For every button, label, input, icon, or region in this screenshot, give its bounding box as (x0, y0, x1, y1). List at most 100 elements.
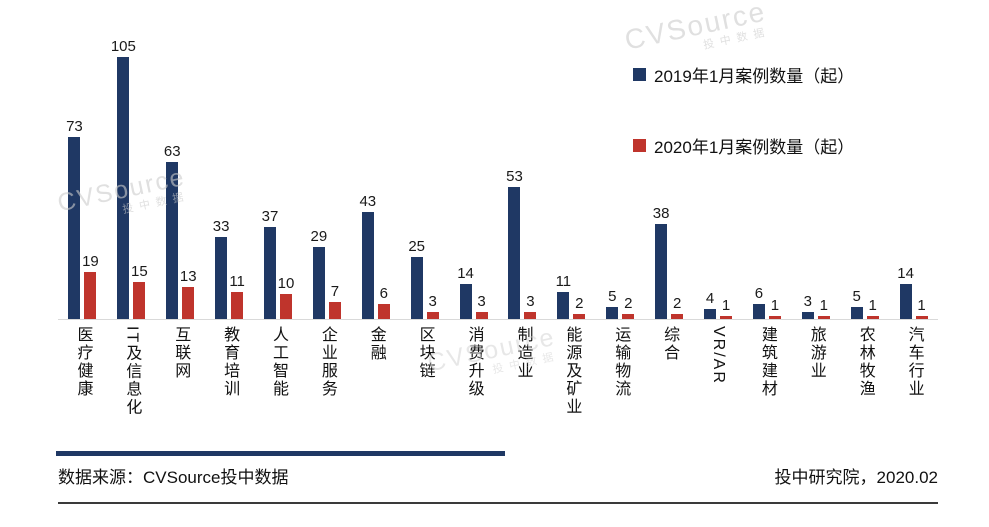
bar-2020 (768, 316, 781, 319)
category-group: 37 10 (254, 208, 303, 319)
bar-pair: 38 2 (653, 205, 684, 319)
bar-value-label: 43 (359, 192, 377, 210)
bar-pair: 63 13 (164, 143, 197, 319)
category-cell: 制造业 (498, 326, 547, 448)
plot-area: 73 19 105 15 63 13 33 11 37 10 29 7 43 6 25 3 14 3 53 3 11 2 5… (58, 20, 938, 320)
bar-2019 (166, 161, 179, 319)
category-label: 人工智能 (270, 326, 287, 398)
category-label: IT及信息化 (123, 326, 141, 417)
category-cell: 人工智能 (254, 326, 303, 448)
category-group: 38 2 (645, 205, 694, 319)
category-label: 旅游业 (807, 326, 825, 380)
bar-column: 105 (111, 38, 136, 319)
legend: 2019年1月案例数量（起） 2020年1月案例数量（起） (633, 62, 854, 158)
bar-value-label: 19 (82, 252, 99, 270)
bar-value-label: 2 (575, 295, 584, 312)
category-cell: 能源及矿业 (547, 326, 596, 448)
bar-column: 29 (311, 228, 327, 319)
source-underline (56, 451, 505, 456)
bar-2019 (361, 211, 374, 319)
bar-2019 (68, 136, 81, 319)
bar-2019 (117, 56, 130, 319)
bar-pair: 43 6 (359, 192, 390, 319)
category-cell: 建筑建材 (742, 326, 791, 448)
bar-value-label: 33 (212, 217, 230, 235)
bar-2020 (622, 314, 635, 319)
bar-column: 2 (671, 295, 684, 319)
category-label: 综合 (661, 326, 679, 362)
bar-pair: 37 10 (262, 208, 294, 319)
bar-column: 11 (555, 272, 572, 319)
bar-value-label: 73 (66, 117, 83, 135)
category-label: 互联网 (172, 326, 190, 380)
bar-value-label: 3 (526, 292, 535, 310)
footer: 数据来源：CVSource投中数据 投中研究院，2020.02 (58, 463, 938, 488)
category-cell: 医疗健康 (58, 326, 107, 448)
category-label: 金融 (367, 326, 385, 362)
legend-swatch-icon (633, 68, 646, 81)
bar-column: 37 (262, 208, 278, 319)
bar-2020 (328, 301, 341, 319)
bar-2020 (231, 291, 244, 319)
bar-column: 43 (359, 192, 377, 319)
bar-column: 3 (524, 292, 537, 319)
bar-value-label: 6 (379, 285, 388, 302)
bar-2020 (133, 281, 146, 319)
bar-2020 (817, 316, 830, 319)
bar-value-label: 11 (229, 272, 245, 290)
bar-2019 (264, 226, 276, 319)
category-group: 33 11 (205, 217, 254, 319)
bar-value-label: 25 (408, 237, 426, 255)
legend-item: 2020年1月案例数量（起） (633, 133, 854, 158)
category-cell: 农林牧渔 (840, 326, 889, 448)
bar-value-label: 7 (330, 282, 340, 300)
bar-value-label: 105 (110, 37, 136, 55)
bar-column: 13 (180, 268, 197, 319)
bar-pair: 11 2 (555, 272, 586, 319)
bar-value-label: 2 (672, 295, 682, 312)
bar-value-label: 11 (555, 272, 572, 290)
bar-column: 1 (817, 297, 830, 319)
bar-value-label: 1 (819, 297, 828, 314)
bar-value-label: 2 (624, 295, 633, 312)
bar-column: 6 (752, 285, 765, 319)
bar-column: 4 (704, 290, 717, 319)
bar-column: 6 (377, 285, 390, 319)
category-group: 14 3 (449, 265, 498, 319)
bar-column: 5 (606, 288, 619, 319)
bar-2019 (850, 306, 863, 319)
category-label: 能源及矿业 (563, 326, 581, 416)
bar-2020 (524, 311, 537, 319)
bar-2019 (606, 306, 619, 319)
category-cell: VR/AR (694, 326, 743, 448)
bar-value-label: 14 (897, 265, 914, 282)
category-label: 运输物流 (612, 326, 630, 398)
category-cell: 企业服务 (302, 326, 351, 448)
bar-2019 (459, 284, 472, 319)
bar-2020 (915, 316, 928, 319)
bar-column: 7 (328, 282, 341, 319)
bar-column: 3 (475, 293, 488, 319)
category-cell: 运输物流 (596, 326, 645, 448)
bar-column: 3 (426, 292, 439, 319)
bar-column: 73 (66, 117, 83, 319)
bar-column: 1 (915, 297, 928, 319)
category-group: 11 2 (547, 272, 596, 319)
bar-value-label: 1 (721, 297, 731, 314)
bar-2020 (720, 316, 733, 319)
bar-pair: 33 11 (212, 217, 245, 319)
bar-value-label: 14 (457, 265, 474, 282)
category-cell: 旅游业 (791, 326, 840, 448)
bar-column: 14 (897, 265, 914, 319)
bar-2019 (704, 309, 717, 319)
bar-2020 (866, 316, 879, 319)
bar-value-label: 3 (428, 292, 437, 310)
bar-2020 (84, 271, 97, 319)
